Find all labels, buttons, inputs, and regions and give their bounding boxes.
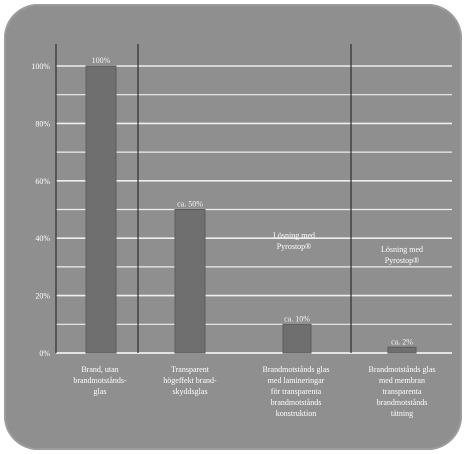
bar [387, 346, 417, 354]
data-label: ca. 50% [177, 200, 203, 209]
y-tick-label: 80% [35, 119, 50, 128]
y-tick-label: 0% [39, 349, 50, 358]
y-tick-label: 20% [35, 292, 50, 301]
data-label: ca. 2% [391, 337, 413, 346]
gridlines [56, 65, 452, 354]
chart-frame [4, 4, 462, 450]
annotation-label: Lösning med Pyrostop® [273, 231, 315, 251]
bar [85, 65, 117, 354]
annotation-label: Lösning med Pyrostop® [381, 245, 423, 265]
y-tick-label: 40% [35, 234, 50, 243]
bar [282, 323, 312, 354]
annotations: Lösning med Pyrostop® Lösning med Pyrostop® [273, 231, 423, 265]
category-label: Brand, utan brandmotstånds-glas [73, 365, 127, 396]
category-separators [55, 44, 352, 353]
category-label: Brandmotstånds glas med membran transparen… [369, 365, 436, 418]
data-labels: 100% ca. 50% ca. 10% ca. 2% [92, 56, 414, 346]
y-tick-label: 100% [31, 62, 50, 71]
y-tick-label: 60% [35, 177, 50, 186]
data-label: ca. 10% [284, 314, 310, 323]
y-axis-ticks: 0% 20% 40% 60% 80% 100% [31, 62, 50, 358]
category-labels: Brand, utan brandmotstånds-glas Transparen… [73, 365, 435, 418]
category-label: Transparent högeffekt brand-skyddsglas [163, 365, 217, 396]
bar [174, 209, 206, 354]
category-label: Brandmotstånds glas med lamineringar för t… [263, 365, 330, 418]
bars [85, 65, 417, 354]
data-label: 100% [92, 56, 111, 65]
